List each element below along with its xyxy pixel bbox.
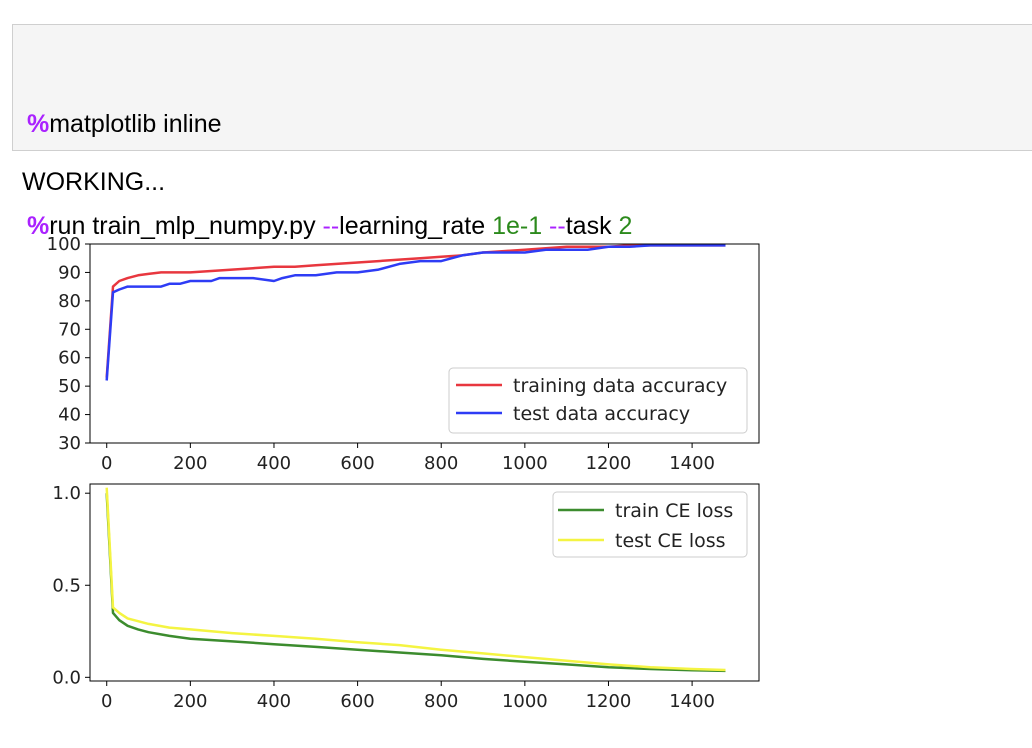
- flag-dashes: --: [322, 212, 340, 240]
- x-tick-label: 1000: [502, 691, 548, 712]
- chart-panel-2: 0 200 400 600 800 1000 1200 1400 0.0 0.5 1.0 train …: [52, 483, 760, 712]
- arg-value: 1e-1: [492, 212, 543, 240]
- magic-percent: %: [27, 212, 50, 240]
- x-tick-label: 200: [173, 691, 207, 712]
- legend-label: training data accuracy: [513, 375, 727, 397]
- code-cell-input[interactable]: %matplotlib inline %run train_mlp_numpy.…: [12, 24, 1032, 240]
- y-tick-label: 60: [58, 348, 81, 369]
- y-tick-label: 0.0: [52, 667, 81, 688]
- x-tick-label: 800: [424, 453, 458, 474]
- x-tick-label: 400: [257, 453, 291, 474]
- x-tick-label: 1200: [586, 691, 632, 712]
- x-tick-label: 400: [257, 691, 291, 712]
- x-tick-label: 600: [340, 453, 374, 474]
- x-tick-label: 800: [424, 691, 458, 712]
- x-tick-label: 0: [101, 453, 112, 474]
- y-tick-label: 1.0: [52, 483, 81, 504]
- x-tick-label: 1000: [502, 453, 548, 474]
- x-tick-label: 0: [101, 691, 112, 712]
- arg-name: learning_rate: [339, 212, 493, 240]
- y-tick-label: 0.5: [52, 575, 81, 596]
- x-tick-label: 1400: [669, 453, 715, 474]
- series-line-2: [105, 487, 726, 672]
- y-tick-label: 70: [58, 319, 81, 340]
- y-tick-label: 100: [47, 234, 81, 255]
- x-tick-label: 600: [340, 691, 374, 712]
- x-tick-label: 1400: [669, 691, 715, 712]
- series-line-1: [105, 244, 726, 378]
- magic-command: matplotlib inline: [49, 110, 222, 138]
- legend-label: train CE loss: [615, 500, 733, 522]
- y-tick-label: 30: [58, 433, 81, 454]
- code-editor[interactable]: %matplotlib inline %run train_mlp_numpy.…: [27, 39, 632, 311]
- code-line-1: %matplotlib inline: [27, 107, 632, 141]
- series-line-2: [105, 244, 726, 381]
- output-status-text: WORKING...: [22, 168, 166, 196]
- y-tick-label: 80: [58, 291, 81, 312]
- chart-panel-1: 0 200 400 600 800 1000 1200 1400 30 40 50 60 70 80 90 1…: [47, 234, 760, 474]
- arg-name: task: [565, 212, 619, 240]
- series-line-1: [105, 493, 726, 673]
- plot-frame: [89, 243, 760, 444]
- legend-label: test CE loss: [615, 530, 726, 552]
- y-tick-label: 90: [58, 262, 81, 283]
- run-command: run train_mlp_numpy.py: [49, 212, 323, 240]
- flag-dashes: --: [542, 212, 566, 240]
- x-tick-label: 200: [173, 453, 207, 474]
- code-line-2: %run train_mlp_numpy.py --learning_rate …: [27, 209, 632, 243]
- magic-percent: %: [27, 110, 50, 138]
- x-tick-label: 1200: [586, 453, 632, 474]
- legend-box: [448, 367, 748, 434]
- arg-value: 2: [618, 212, 633, 240]
- legend-label: test data accuracy: [513, 403, 690, 425]
- y-tick-label: 50: [58, 376, 81, 397]
- plot-frame: [89, 483, 760, 682]
- y-tick-label: 40: [58, 405, 81, 426]
